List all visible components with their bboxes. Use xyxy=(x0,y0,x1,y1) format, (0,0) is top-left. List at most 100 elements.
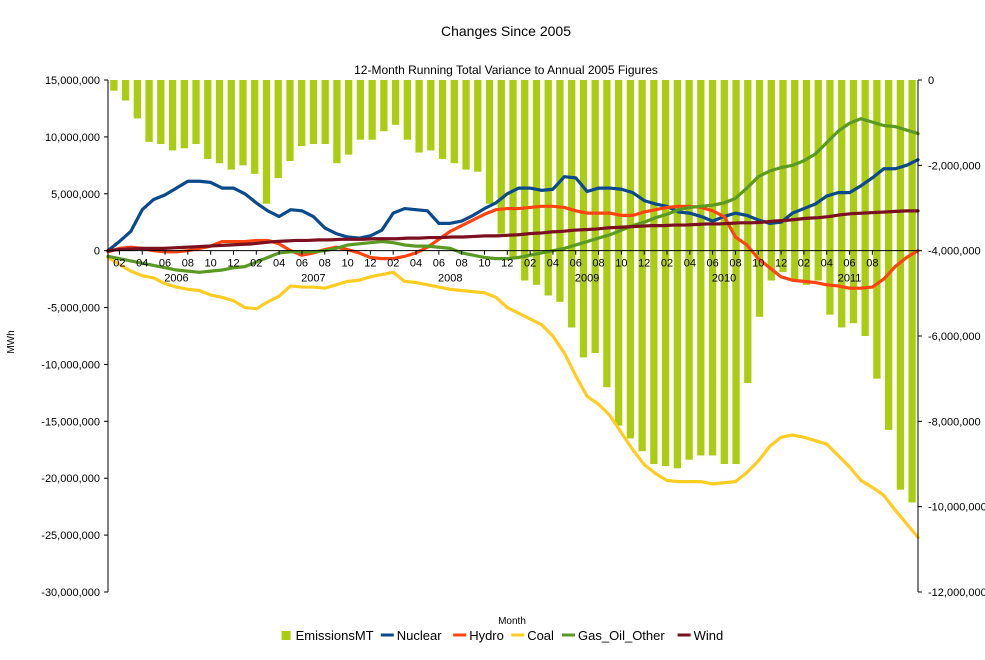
x-axis-label: Month xyxy=(498,616,526,627)
emissions-bar xyxy=(485,80,494,204)
emissions-bar xyxy=(638,80,646,452)
emissions-bar xyxy=(204,80,212,159)
emissions-bar xyxy=(427,80,435,151)
x-tick-label: 08 xyxy=(319,258,331,270)
series-line-hydro xyxy=(106,204,920,290)
y-tick-label: -5,000,000 xyxy=(47,303,100,315)
x-year-label: 2006 xyxy=(164,273,188,285)
emissions-bar xyxy=(133,80,141,119)
legend-item: EmissionsMT xyxy=(281,628,374,643)
y-tick-label: 5,000,000 xyxy=(51,189,100,201)
emissions-bars xyxy=(110,80,916,503)
x-tick-label: 08 xyxy=(456,258,468,270)
emissions-bar xyxy=(814,80,822,281)
y2-tick-label: 0 xyxy=(928,75,934,87)
emissions-bar xyxy=(391,80,400,125)
emissions-bar xyxy=(826,80,834,315)
emissions-bar xyxy=(873,80,881,379)
legend-item: Hydro xyxy=(453,628,504,643)
emissions-bar xyxy=(685,80,693,460)
chart-title: Changes Since 2005 xyxy=(441,23,571,39)
emissions-bar xyxy=(626,80,635,439)
emissions-bar xyxy=(509,80,517,260)
x-tick-label: 06 xyxy=(707,258,719,270)
emissions-bar xyxy=(579,80,588,358)
emissions-bar xyxy=(708,80,717,456)
y-tick-label: 10,000,000 xyxy=(45,132,100,144)
legend-label: Wind xyxy=(694,628,724,643)
x-tick-label: 12 xyxy=(501,258,513,270)
x-tick-label: 12 xyxy=(227,258,239,270)
y2-tick-label: -10,000,000 xyxy=(928,502,985,514)
x-tick-label: 10 xyxy=(341,258,353,270)
x-tick-label: 02 xyxy=(798,258,810,270)
legend-label: Hydro xyxy=(469,628,504,643)
emissions-bar xyxy=(227,80,235,170)
x-tick-label: 12 xyxy=(364,258,376,270)
y2-tick-label: -2,000,000 xyxy=(928,160,981,172)
x-tick-label: 04 xyxy=(410,258,422,270)
emissions-bar xyxy=(110,80,118,91)
emissions-bar xyxy=(861,80,869,336)
y-tick-label: -15,000,000 xyxy=(41,416,100,428)
emissions-bar xyxy=(673,80,681,469)
emissions-bar xyxy=(779,80,787,272)
emissions-bar xyxy=(603,80,611,388)
emissions-bar xyxy=(791,80,799,281)
emissions-bar xyxy=(251,80,259,174)
x-tick-label: 12 xyxy=(638,258,650,270)
x-tick-label: 08 xyxy=(866,258,878,270)
emissions-bar xyxy=(896,80,905,490)
emissions-bar xyxy=(321,80,329,144)
y-tick-label: -10,000,000 xyxy=(41,359,100,371)
emissions-bar xyxy=(849,80,858,324)
emissions-bar xyxy=(450,80,458,164)
x-tick-label: 06 xyxy=(433,258,445,270)
legend-label: Gas_Oil_Other xyxy=(578,628,665,643)
emissions-bar xyxy=(438,80,447,159)
emissions-bar xyxy=(462,80,470,170)
x-tick-label: 12 xyxy=(775,258,787,270)
series-line-coal xyxy=(106,255,920,539)
emissions-bar xyxy=(180,80,188,149)
emissions-bar xyxy=(732,80,740,464)
emissions-bar xyxy=(661,80,670,467)
legend: EmissionsMT Nuclear Hydro Coal Gas_Oil_Other… xyxy=(281,628,724,643)
emissions-bar xyxy=(309,80,318,144)
legend-label: Nuclear xyxy=(397,628,442,643)
y2-tick-label: -4,000,000 xyxy=(928,246,981,258)
chart-subtitle: 12-Month Running Total Variance to Annua… xyxy=(354,63,658,77)
emissions-bar xyxy=(544,80,552,296)
emissions-bar xyxy=(345,80,353,155)
x-tick-label: 02 xyxy=(661,258,673,270)
emissions-bar xyxy=(474,80,482,172)
emissions-bar xyxy=(286,80,294,162)
x-tick-label: 04 xyxy=(547,258,559,270)
emissions-bar xyxy=(192,80,200,144)
emissions-bar xyxy=(755,80,764,317)
x-tick-label: 04 xyxy=(273,258,285,270)
x-tick-label: 10 xyxy=(478,258,490,270)
emissions-bar xyxy=(380,80,388,132)
emissions-bar xyxy=(356,80,365,140)
emissions-bar xyxy=(556,80,564,302)
emissions-bar xyxy=(168,80,177,151)
legend-item: Gas_Oil_Other xyxy=(562,628,665,643)
x-tick-label: 06 xyxy=(296,258,308,270)
emissions-bar xyxy=(615,80,623,426)
emissions-bar xyxy=(497,80,505,234)
y-tick-label: 15,000,000 xyxy=(45,75,100,87)
y-tick-label: -20,000,000 xyxy=(41,473,100,485)
y-tick-label: -30,000,000 xyxy=(41,587,100,599)
legend-label: Coal xyxy=(527,628,554,643)
emissions-bar xyxy=(298,80,306,147)
emissions-bar xyxy=(333,80,341,164)
x-tick-label: 02 xyxy=(387,258,399,270)
emissions-bar xyxy=(744,80,752,383)
x-tick-label: 04 xyxy=(821,258,833,270)
x-tick-label: 02 xyxy=(113,258,125,270)
emissions-bar xyxy=(215,80,224,164)
emissions-bar xyxy=(262,80,271,204)
emissions-bar xyxy=(368,80,376,140)
